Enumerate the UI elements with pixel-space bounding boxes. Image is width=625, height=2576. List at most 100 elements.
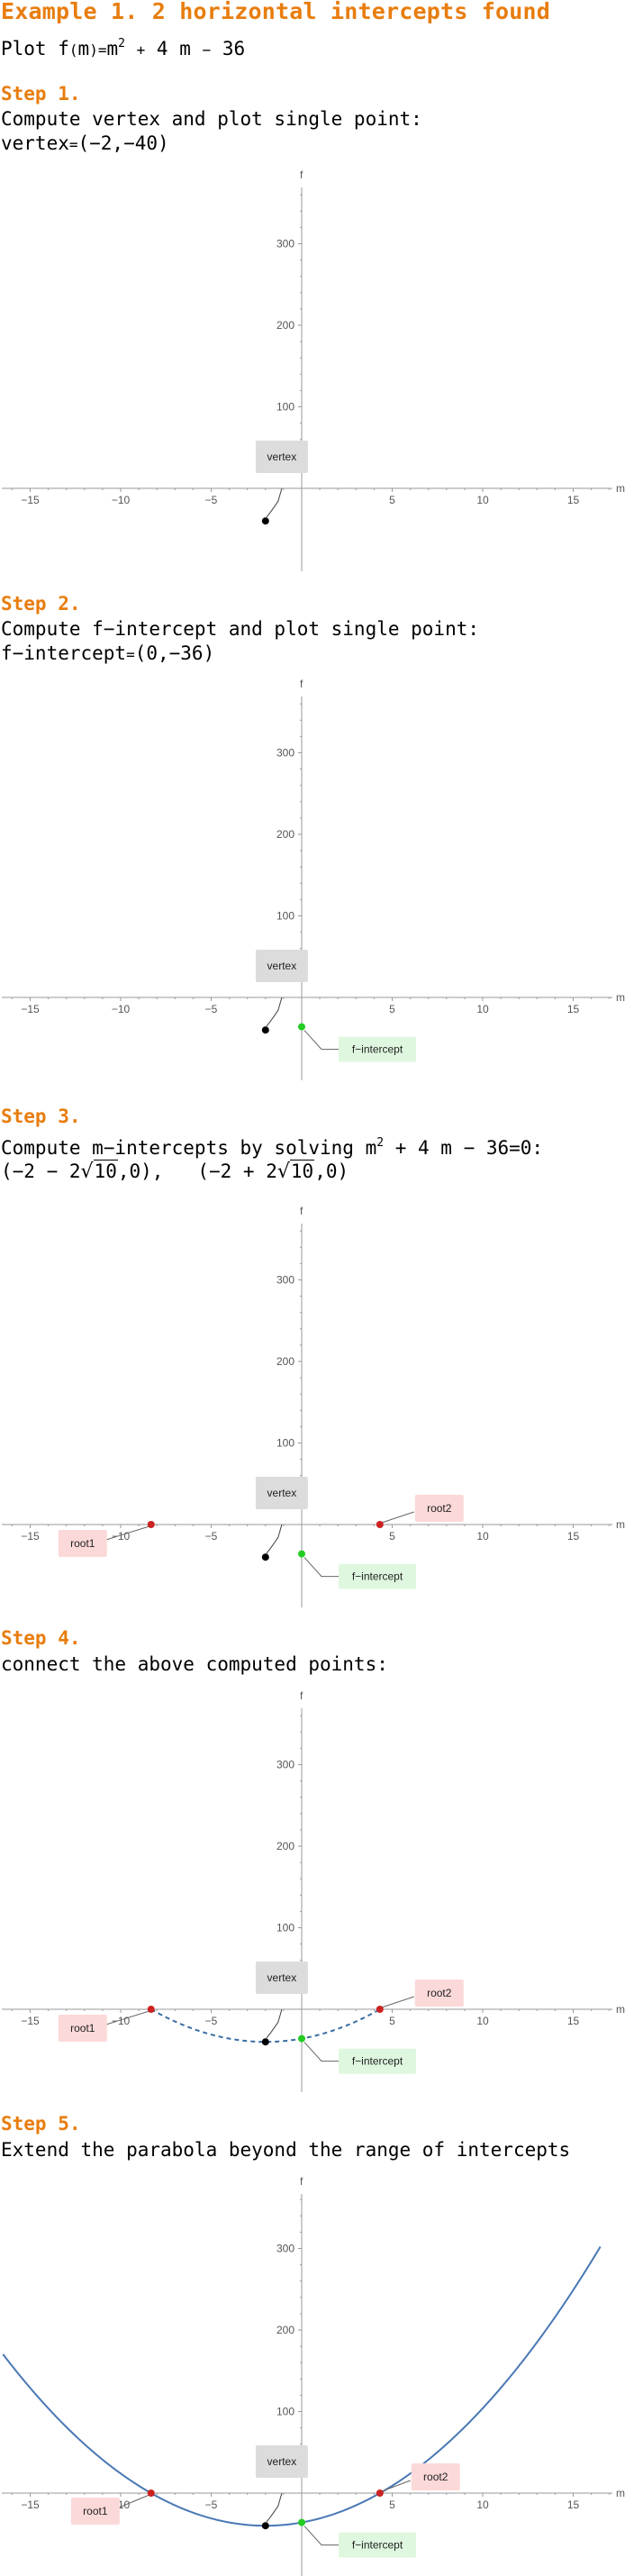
root2-leader	[381, 1996, 414, 2008]
x-tick-label: −15	[21, 1530, 40, 1543]
vertex-leader	[266, 2493, 283, 2523]
y-tick-label: 200	[276, 319, 294, 332]
step-2-result: f−intercept=(0,−36)	[1, 642, 214, 667]
x-axis-label: m	[616, 991, 625, 1004]
x-tick-label: −15	[21, 1003, 40, 1015]
constant-term: 36	[222, 38, 246, 59]
step-3-text: Compute m−intercepts by solving m2 + 4 m…	[1, 1132, 543, 1160]
root2-leader	[381, 1511, 414, 1524]
vertex-label-box	[255, 1962, 308, 1994]
step-1-text: Compute vertex and plot single point:	[1, 108, 422, 130]
x-axis-label: m	[616, 2003, 625, 2016]
x-tick-label: −10	[112, 1003, 131, 1015]
x-tick-label: 10	[476, 2015, 489, 2027]
sqrt-sign: √	[80, 1161, 94, 1183]
root1-label-text: root1	[70, 1537, 95, 1550]
f-intercept-point	[298, 2518, 305, 2526]
result-label: f−intercept	[1, 642, 127, 664]
y-tick-label: 300	[276, 1759, 294, 1771]
result-value: (0,−36)	[134, 642, 215, 664]
vertex-label-text: vertex	[267, 451, 297, 463]
y-tick-label: 100	[276, 1922, 294, 1934]
y-axis-label: f	[300, 1689, 303, 1702]
x-tick-label: 15	[567, 1530, 580, 1543]
vertex-label-box	[255, 2445, 308, 2478]
step-2-text: Compute f−intercept and plot single poin…	[1, 618, 480, 640]
y-tick-label: 200	[276, 2324, 294, 2336]
x-axis-label: m	[616, 1518, 625, 1531]
step-3-text-b: + 4 m − 36=0:	[384, 1137, 544, 1159]
plot-4: m f −15 −10 −5 5 10 15 100 200 300 vertex f−intercep…	[2, 1689, 625, 2092]
exponent: 2	[118, 37, 125, 50]
f-intercept-label-box	[339, 1563, 416, 1589]
root1-leader	[105, 1525, 149, 1541]
plot-3: m f −15 −10 −5 5 10 15 100 200 300 vertex f−intercep…	[2, 1205, 625, 1607]
term-m: m	[179, 38, 191, 59]
x-tick-label: −10	[112, 494, 131, 506]
x-tick-label: 5	[389, 2499, 395, 2511]
root1-leader	[105, 2010, 149, 2025]
x-tick-label: −15	[21, 2499, 40, 2511]
step-2-heading: Step 2.	[1, 593, 81, 614]
plot-word: Plot	[1, 38, 47, 59]
x-tick-label: 10	[476, 1530, 489, 1543]
func-arg: m	[77, 38, 90, 59]
y-tick-label: 100	[276, 910, 294, 923]
x-axis-label: m	[616, 482, 625, 495]
root1-label-text: root1	[70, 2022, 95, 2034]
coef-four: 4	[156, 38, 168, 59]
step-5-heading: Step 5.	[1, 2113, 81, 2135]
y-tick-label: 100	[276, 1437, 294, 1450]
x-tick-label: 5	[389, 1530, 395, 1543]
x-tick-label: 10	[476, 1003, 489, 1015]
root1-label-text: root1	[83, 2505, 108, 2517]
y-tick-label: 100	[276, 401, 294, 414]
root2-expr: (−2 + 2	[197, 1161, 277, 1182]
f-intercept-label-text: f−intercept	[352, 2539, 403, 2552]
root2-point	[376, 2006, 384, 2013]
x-tick-label: −5	[205, 1003, 218, 1015]
plot-5: mf−15 −10 −5 5 10 15100200300vertexf−intercep…	[2, 2175, 625, 2576]
vertex-label-box	[255, 1477, 308, 1509]
f-intercept-point	[298, 1550, 305, 1558]
plot-1: m f −15 −10 −5 5 10 15 100 200 300 vertex	[2, 168, 625, 571]
radicand: 10	[289, 1160, 315, 1182]
y-axis-label: f	[300, 2175, 303, 2188]
term-m-squared: m	[106, 38, 119, 59]
vertex-point	[261, 1553, 269, 1561]
x-tick-label: 10	[476, 2499, 489, 2511]
root1-leader	[118, 2494, 149, 2508]
paren-close: )	[89, 41, 98, 59]
vertex-leader	[266, 2009, 283, 2039]
step-3-roots: (−2 − 2√10,0), (−2 + 2√10,0)	[1, 1160, 349, 1184]
y-axis-label: f	[300, 1205, 303, 1217]
vertex-point	[261, 1026, 269, 1034]
y-tick-label: 200	[276, 1840, 294, 1852]
y-tick-label: 100	[276, 2406, 294, 2418]
vertex-label-text: vertex	[267, 1971, 297, 1984]
x-tick-label: −15	[21, 2015, 40, 2027]
y-axis-label: f	[300, 678, 303, 690]
y-tick-label: 300	[276, 1274, 294, 1287]
x-tick-label: −15	[21, 494, 40, 506]
y-axis-label: f	[300, 168, 303, 181]
sqrt-sign: √	[276, 1161, 290, 1183]
func-name: f	[58, 38, 69, 59]
vertex-point	[261, 517, 269, 525]
x-tick-label: 10	[476, 494, 489, 506]
vertex-leader	[266, 1525, 283, 1554]
x-tick-label: 15	[567, 1003, 580, 1015]
root2-label-text: root2	[423, 2471, 448, 2483]
root2-label-box	[411, 2463, 460, 2490]
f-intercept-label-box	[339, 2532, 416, 2558]
vertex-label-text: vertex	[267, 2455, 297, 2468]
step-1-heading: Step 1.	[1, 83, 81, 105]
root1-point	[147, 2006, 155, 2013]
f-intercept-leader	[303, 2042, 340, 2062]
x-tick-label: 5	[389, 1003, 395, 1015]
step-4-text: connect the above computed points:	[1, 1653, 388, 1675]
vertex-label-text: vertex	[267, 1487, 297, 1499]
step-5-text: Extend the parabola beyond the range of …	[1, 2139, 571, 2161]
root1-label-box	[70, 2498, 120, 2525]
f-intercept-label-text: f−intercept	[352, 2055, 403, 2068]
